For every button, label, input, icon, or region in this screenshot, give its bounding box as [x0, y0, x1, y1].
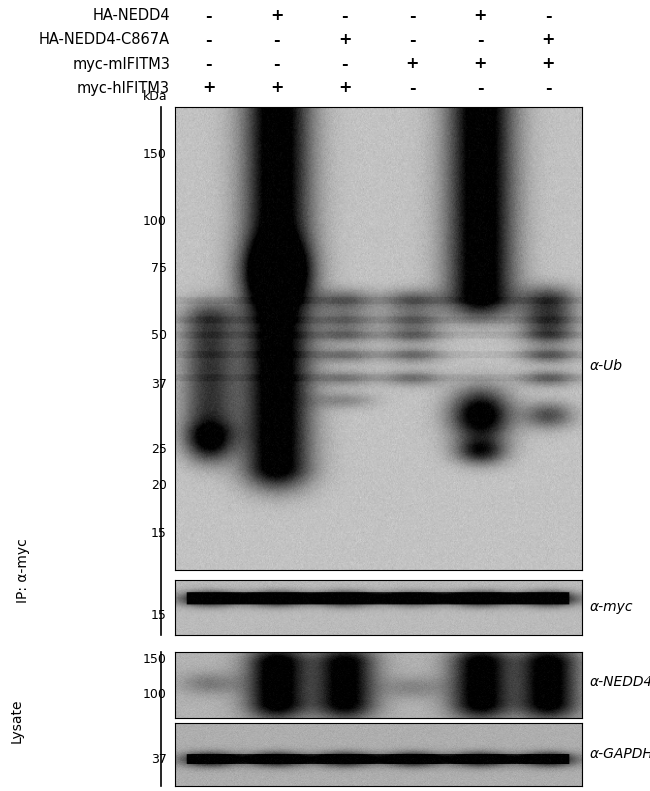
Text: -: -	[205, 32, 213, 47]
Text: Lysate: Lysate	[9, 698, 23, 743]
Text: +: +	[202, 81, 216, 96]
Text: 15: 15	[151, 609, 167, 623]
Text: 50: 50	[151, 328, 167, 342]
Text: 37: 37	[151, 378, 167, 392]
Text: α-GAPDH: α-GAPDH	[590, 747, 650, 762]
Text: -: -	[545, 81, 551, 96]
Text: -: -	[477, 32, 484, 47]
Text: myc-hIFITM3: myc-hIFITM3	[77, 81, 170, 96]
Text: -: -	[205, 9, 213, 24]
Text: 100: 100	[143, 214, 167, 228]
Text: +: +	[270, 9, 283, 24]
Text: -: -	[341, 9, 348, 24]
Text: 150: 150	[143, 653, 167, 667]
Text: 15: 15	[151, 527, 167, 539]
Text: +: +	[473, 9, 487, 24]
Text: -: -	[274, 32, 280, 47]
Text: -: -	[205, 56, 213, 71]
Text: 150: 150	[143, 148, 167, 161]
Text: 100: 100	[143, 688, 167, 702]
Text: -: -	[477, 81, 484, 96]
Text: α-NEDD4: α-NEDD4	[590, 675, 650, 689]
Text: -: -	[409, 9, 416, 24]
Text: HA-NEDD4: HA-NEDD4	[92, 9, 170, 24]
Text: α-myc: α-myc	[590, 600, 633, 615]
Text: 25: 25	[151, 443, 167, 456]
Text: +: +	[270, 81, 283, 96]
Text: 20: 20	[151, 479, 167, 493]
Text: +: +	[338, 81, 352, 96]
Text: -: -	[274, 56, 280, 71]
Text: -: -	[409, 32, 416, 47]
Text: +: +	[541, 32, 555, 47]
Text: -: -	[341, 56, 348, 71]
Text: +: +	[338, 32, 352, 47]
Text: 75: 75	[151, 262, 167, 275]
Text: +: +	[541, 56, 555, 71]
Text: -: -	[545, 9, 551, 24]
Text: kDa: kDa	[142, 90, 167, 103]
Text: 37: 37	[151, 753, 167, 766]
Text: α-Ub: α-Ub	[590, 359, 623, 373]
Text: IP: α-myc: IP: α-myc	[16, 539, 30, 604]
Text: +: +	[406, 56, 419, 71]
Text: +: +	[473, 56, 487, 71]
Text: myc-mIFITM3: myc-mIFITM3	[72, 56, 170, 71]
Text: HA-NEDD4-C867A: HA-NEDD4-C867A	[39, 32, 170, 47]
Text: -: -	[409, 81, 416, 96]
